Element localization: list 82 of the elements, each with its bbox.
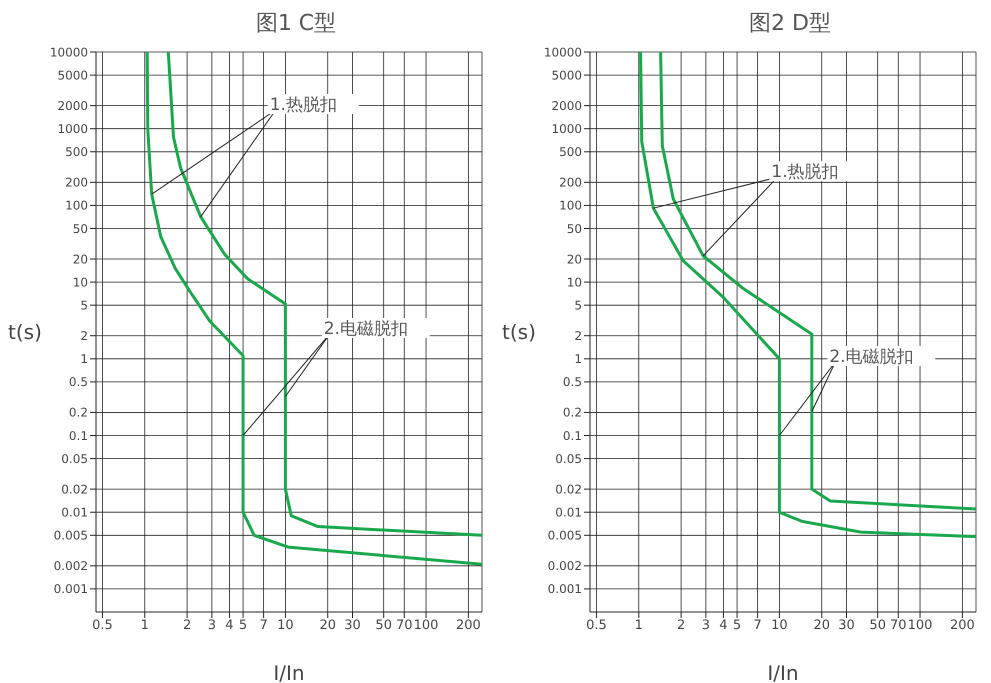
annotation: 1.热脱扣	[270, 95, 337, 115]
y-tick-label: 10000	[50, 45, 88, 60]
x-tick-label: 7	[259, 618, 268, 634]
y-tick-label: 5	[80, 298, 88, 312]
y-tick-label: 50	[72, 222, 88, 236]
x-tick-label: 20	[813, 618, 830, 634]
y-tick-label: 5000	[551, 68, 582, 82]
y-tick-label: 0.005	[548, 528, 582, 543]
x-tick-label: 4	[225, 618, 234, 634]
x-tick-label: 1	[634, 618, 643, 634]
x-tick-label: 100	[414, 618, 438, 634]
y-tick-label: 0.2	[68, 406, 88, 420]
x-tick-label: 1	[140, 618, 149, 634]
y-tick-label: 1000	[57, 122, 88, 136]
x-tick-label: 5	[238, 618, 248, 634]
x-axis-title: I/In	[273, 661, 305, 683]
y-tick-label: 500	[65, 145, 88, 160]
annotation: 2.电磁脱扣	[829, 347, 914, 367]
x-tick-label: 200	[950, 618, 975, 634]
y-tick-label: 5000	[57, 68, 88, 82]
x-tick-label: 0.5	[92, 618, 113, 634]
y-tick-label: 500	[559, 145, 582, 160]
y-tick-label: 50	[566, 222, 582, 236]
annotation: 2.电磁脱扣	[324, 319, 408, 339]
y-tick-label: 200	[65, 176, 88, 190]
x-tick-label: 70	[396, 618, 413, 634]
y-tick-label: 0.001	[548, 582, 582, 596]
x-tick-label: 2	[182, 618, 192, 634]
x-tick-label: 7	[753, 618, 762, 634]
x-tick-label: 4	[719, 618, 728, 634]
y-tick-label: 2	[80, 328, 88, 343]
y-tick-label: 0.1	[68, 428, 88, 443]
chart-title: 图2 D型	[748, 10, 832, 38]
y-tick-label: 2000	[551, 98, 582, 113]
y-axis-title: t(s)	[8, 320, 42, 344]
y-tick-label: 0.01	[61, 505, 88, 520]
x-tick-label: 50	[869, 618, 886, 634]
x-tick-label: 30	[838, 618, 855, 634]
y-tick-label: 0.5	[562, 375, 582, 390]
y-axis-title: t(s)	[502, 320, 536, 344]
chart-title: 图1 C型	[254, 10, 338, 38]
x-tick-label: 0.5	[586, 618, 607, 634]
y-tick-label: 5	[574, 298, 582, 312]
y-tick-label: 10	[72, 275, 88, 290]
annotation: 1.热脱扣	[771, 162, 839, 182]
y-tick-label: 1	[80, 352, 88, 366]
y-tick-label: 0.5	[68, 375, 88, 390]
x-tick-label: 2	[676, 618, 686, 634]
y-tick-label: 1	[574, 352, 582, 366]
y-tick-label: 2	[574, 328, 582, 343]
x-tick-label: 10	[277, 618, 294, 634]
y-tick-label: 0.002	[54, 559, 88, 574]
x-tick-label: 30	[344, 618, 361, 634]
y-tick-label: 1000	[551, 122, 582, 136]
x-tick-label: 200	[456, 618, 481, 634]
x-axis-title: I/In	[767, 661, 799, 683]
y-tick-label: 100	[559, 198, 582, 213]
x-tick-label: 20	[319, 618, 336, 634]
y-tick-label: 0.002	[548, 559, 582, 574]
y-tick-label: 20	[72, 252, 88, 266]
y-tick-label: 100	[65, 198, 88, 213]
x-tick-label: 3	[702, 618, 710, 634]
y-tick-label: 200	[559, 176, 582, 190]
y-tick-label: 0.1	[562, 428, 582, 443]
y-tick-label: 0.05	[555, 452, 582, 466]
x-tick-label: 3	[208, 618, 216, 634]
x-tick-label: 10	[771, 618, 788, 634]
y-tick-label: 0.02	[555, 482, 582, 496]
x-tick-label: 70	[890, 618, 907, 634]
y-tick-label: 20	[566, 252, 582, 266]
y-tick-label: 0.005	[54, 528, 88, 543]
y-tick-label: 0.05	[61, 452, 88, 466]
x-tick-label: 100	[908, 618, 932, 634]
y-tick-label: 0.01	[555, 505, 582, 520]
y-tick-label: 2000	[57, 98, 88, 113]
x-tick-label: 50	[375, 618, 392, 634]
x-tick-label: 5	[732, 618, 742, 634]
y-tick-label: 0.2	[562, 406, 582, 420]
y-tick-label: 10	[566, 275, 582, 290]
y-tick-label: 0.001	[54, 582, 88, 596]
y-tick-label: 0.02	[61, 482, 88, 496]
y-tick-label: 10000	[544, 45, 582, 60]
